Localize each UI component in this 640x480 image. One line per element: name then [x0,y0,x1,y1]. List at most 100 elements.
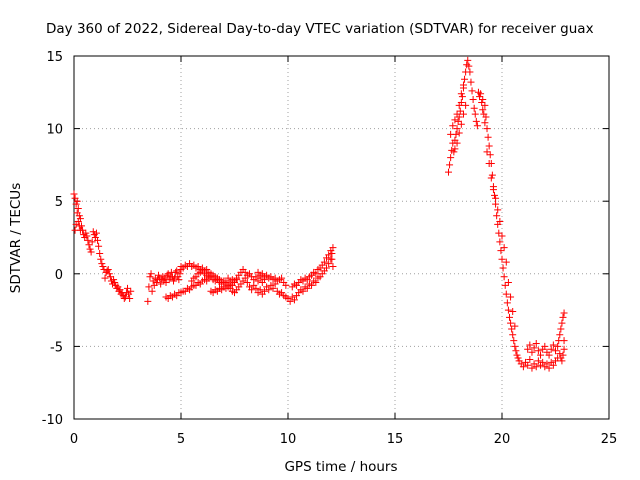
data-point [476,93,484,101]
data-point [299,287,307,295]
data-point [485,159,493,167]
data-point [494,206,502,214]
data-point [502,258,510,266]
data-point [545,351,553,359]
data-point [269,284,277,292]
data-point [451,145,459,153]
data-point [327,247,335,255]
data-point [499,264,507,272]
data-point [106,273,114,281]
data-point [534,357,542,365]
data-point [99,263,107,271]
data-point [471,110,479,118]
data-point [92,229,100,237]
data-point [560,337,568,345]
data-point [121,293,129,301]
data-point [497,247,505,255]
data-point [491,191,499,199]
data-point [502,290,510,298]
data-point [456,107,464,115]
data-point [534,347,542,355]
data-point [453,125,461,133]
data-point [496,238,504,246]
data-point [248,286,256,294]
y-tick-label: 0 [55,268,63,283]
data-point [104,265,112,273]
data-point [445,168,452,176]
data-point [89,228,97,236]
data-point [86,245,94,253]
data-point [537,351,545,359]
data-point [79,226,87,234]
data-point [526,355,534,363]
data-point [162,279,170,287]
data-point [85,241,93,249]
data-point [554,342,562,350]
data-point [532,363,540,371]
y-axis-label: SDTVAR / TECUs [8,183,24,293]
data-point [455,101,463,109]
x-tick-label: 10 [280,432,297,447]
data-point [558,357,566,365]
data-point [320,258,328,266]
data-point [88,238,96,246]
data-point [243,279,251,287]
data-point [450,148,458,156]
data-point [101,274,109,282]
data-point [256,286,264,294]
data-point [126,294,134,302]
data-point [95,242,103,250]
data-point [451,116,459,124]
data-point [312,270,320,278]
data-point [74,204,82,212]
data-point [493,212,501,220]
data-point [539,358,547,366]
data-point [508,325,516,333]
data-point [513,351,521,359]
data-point [446,161,454,169]
data-point [507,293,515,301]
data-point [312,279,320,287]
data-point [510,337,518,345]
data-point [449,122,457,130]
data-point [286,297,294,305]
data-point [504,306,512,314]
data-point [146,273,154,281]
data-point [532,339,540,347]
data-point [454,117,462,125]
data-point [72,220,80,228]
data-point [97,255,105,263]
y-tick-label: -5 [50,340,63,355]
data-point [526,341,534,349]
data-point [559,351,567,359]
data-points [70,56,568,372]
data-point [541,342,549,350]
x-axis-label: GPS time / hours [284,459,397,475]
data-point [524,345,532,353]
data-point [559,313,567,321]
data-point [172,268,180,276]
data-point [127,287,135,295]
data-point [487,174,495,182]
data-point [549,341,557,349]
data-point [481,101,489,109]
data-point [489,186,497,194]
y-tick-label: -10 [42,413,63,428]
data-point [252,273,260,281]
data-point [549,361,557,369]
data-point [152,279,160,287]
data-point [325,260,333,268]
data-point [453,139,461,147]
data-point [303,284,311,292]
data-point [76,215,84,223]
data-point [472,117,480,125]
data-point [466,68,474,76]
y-tick-label: 15 [46,50,63,65]
x-tick-label: 20 [494,432,511,447]
data-point [484,133,492,141]
data-point [308,281,316,289]
data-point [175,276,183,284]
data-point [468,87,476,95]
x-tick-label: 5 [177,432,185,447]
